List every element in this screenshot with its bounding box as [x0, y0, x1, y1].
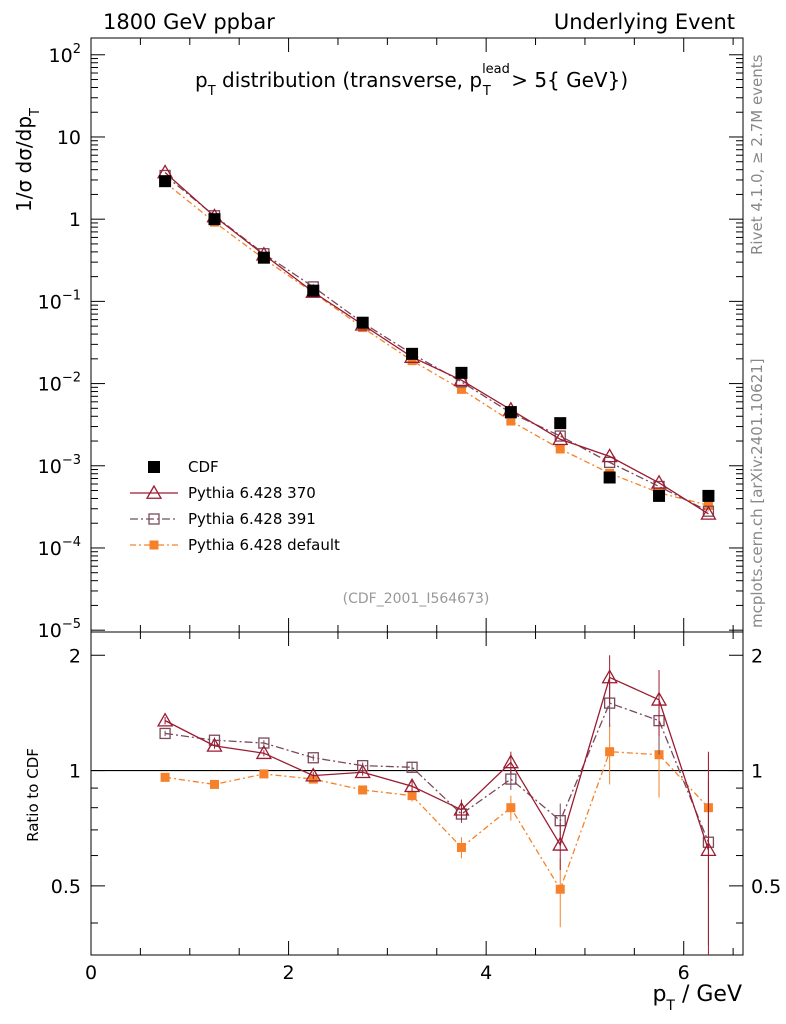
main-y-tick-label: 10−4	[38, 535, 81, 560]
ratio-line-pythia-6-428-391	[165, 702, 710, 843]
main-y-tick-label: 10	[57, 127, 81, 149]
main-point-pythia-6-428-370	[453, 371, 470, 387]
x-tick-label: 2	[283, 962, 295, 984]
ratio-axes: 0.5 0.5 1 1 2 2 0 2 4 6	[51, 632, 781, 984]
ratio-line-pythia-6-428-default	[164, 751, 709, 891]
legend-marker-cdf	[148, 461, 160, 473]
legend-marker-pythia-6-428-370	[145, 484, 163, 499]
analysis-id-watermark: (CDF_2001_I564673)	[343, 591, 490, 607]
main-point-pythia-6-428-370	[601, 448, 618, 463]
main-point-cdf	[307, 284, 320, 297]
x-tick-label: 6	[678, 962, 690, 984]
ratio-point-pythia-6-428-default	[209, 779, 219, 789]
ratio-point-pythia-6-428-default	[555, 884, 565, 894]
legend-label-pythia-6-428-default: Pythia 6.428 default	[188, 536, 340, 554]
ratio-point-pythia-6-428-370	[305, 767, 322, 782]
main-y-tick-label: 102	[49, 42, 81, 67]
main-point-pythia-6-428-370	[650, 474, 668, 489]
ratio-y-tick-label: 0.5	[51, 876, 81, 898]
legend: CDF Pythia 6.428 370 Pythia 6.428 391 Pythi…	[130, 458, 340, 554]
ratio-point-pythia-6-428-391	[159, 727, 171, 740]
ratio-point-pythia-6-428-370	[453, 801, 470, 816]
legend-marker-pythia-6-428-default	[149, 540, 159, 550]
main-point-pythia-6-428-default	[456, 384, 466, 394]
main-point-pythia-6-428-default	[407, 356, 417, 366]
main-point-cdf	[406, 347, 419, 360]
ratio-y-tick-label: 2	[69, 645, 81, 667]
ratio-line-pythia-6-428-370	[164, 676, 710, 851]
legend-label-cdf: CDF	[188, 458, 219, 476]
ratio-point-pythia-6-428-370	[601, 669, 618, 684]
main-point-pythia-6-428-default	[506, 416, 516, 426]
main-point-pythia-6-428-default	[703, 500, 713, 510]
ratio-point-pythia-6-428-370	[552, 836, 569, 851]
ratio-point-pythia-6-428-370	[650, 691, 668, 706]
main-y-tick-label: 10−3	[38, 453, 81, 478]
ratio-y-tick-label: 1	[69, 761, 81, 783]
ratio-point-pythia-6-428-370	[156, 712, 174, 727]
ratio-y-tick-label-right: 1	[751, 761, 763, 783]
ratio-y-tick-label-right: 0.5	[751, 876, 781, 898]
legend-label-pythia-6-428-391: Pythia 6.428 391	[188, 510, 316, 528]
ratio-point-pythia-6-428-391	[505, 773, 517, 785]
main-point-pythia-6-428-391	[603, 456, 616, 469]
main-point-cdf	[653, 489, 666, 502]
ratio-point-pythia-6-428-370	[255, 744, 272, 760]
main-point-cdf	[257, 251, 270, 264]
main-y-axis-label: 1/σ dσ/dpT	[12, 108, 43, 212]
main-point-cdf	[603, 471, 616, 484]
ratio-point-pythia-6-428-391	[258, 737, 270, 749]
main-y-tick-label: 10−2	[38, 371, 81, 396]
main-point-cdf	[455, 366, 468, 379]
ratio-point-pythia-6-428-default	[358, 785, 368, 795]
mcplots-note: mcplots.cern.ch [arXiv:2401.10621]	[748, 358, 766, 628]
x-tick-label: 0	[85, 962, 97, 984]
ratio-point-pythia-6-428-default	[506, 803, 516, 813]
legend-label-pythia-6-428-370: Pythia 6.428 370	[188, 484, 316, 502]
main-point-pythia-6-428-default	[555, 444, 565, 454]
ratio-plot-frame	[90, 631, 744, 956]
ratio-point-pythia-6-428-default	[407, 791, 417, 801]
main-y-axis: 10−5 10−4 10−3 10−2 10−1 1 10 102	[38, 38, 743, 642]
ratio-point-pythia-6-428-370	[403, 777, 421, 793]
main-point-cdf	[159, 175, 172, 188]
main-plot-title: pT distribution (transverse, plead T > 5{…	[195, 62, 628, 99]
main-point-cdf	[702, 489, 715, 502]
main-y-tick-label: 10−1	[38, 288, 81, 313]
ratio-y-axis-label: Ratio to CDF	[24, 748, 42, 842]
x-tick-label: 4	[480, 962, 492, 984]
ratio-point-pythia-6-428-default	[160, 772, 170, 782]
ratio-point-pythia-6-428-default	[456, 842, 466, 852]
rivet-version-note: Rivet 4.1.0, ≥ 2.7M events	[748, 54, 766, 255]
ratio-point-pythia-6-428-370	[502, 754, 519, 769]
main-point-cdf	[504, 406, 517, 419]
main-line-pythia-6-428-391	[164, 174, 709, 512]
ratio-point-pythia-6-428-391	[307, 752, 319, 764]
main-y-tick-label: 10−5	[38, 617, 81, 642]
main-y-tick-label: 1	[69, 209, 81, 231]
header-event-type: Underlying Event	[554, 10, 735, 34]
main-point-cdf	[356, 316, 369, 329]
main-point-cdf	[208, 213, 221, 226]
main-point-pythia-6-428-370	[700, 505, 717, 520]
main-line-pythia-6-428-default	[164, 181, 709, 506]
ratio-y-tick-label-right: 2	[751, 645, 763, 667]
x-axis-label: pT / GeV	[652, 982, 742, 1014]
ratio-point-pythia-6-428-default	[259, 769, 269, 779]
main-line-pythia-6-428-370	[164, 171, 709, 515]
legend-marker-pythia-6-428-391	[148, 513, 160, 525]
ratio-point-pythia-6-428-370	[354, 763, 371, 779]
main-point-pythia-6-428-370	[552, 430, 569, 446]
header-energy: 1800 GeV ppbar	[103, 10, 275, 34]
main-plot-marks	[156, 164, 717, 520]
ratio-point-pythia-6-428-370	[206, 737, 223, 752]
ratio-point-pythia-6-428-default	[605, 747, 615, 757]
main-point-cdf	[554, 417, 567, 430]
ratio-point-pythia-6-428-391	[406, 761, 418, 773]
ratio-point-pythia-6-428-370	[700, 841, 717, 856]
ratio-plot-marks	[156, 655, 717, 955]
